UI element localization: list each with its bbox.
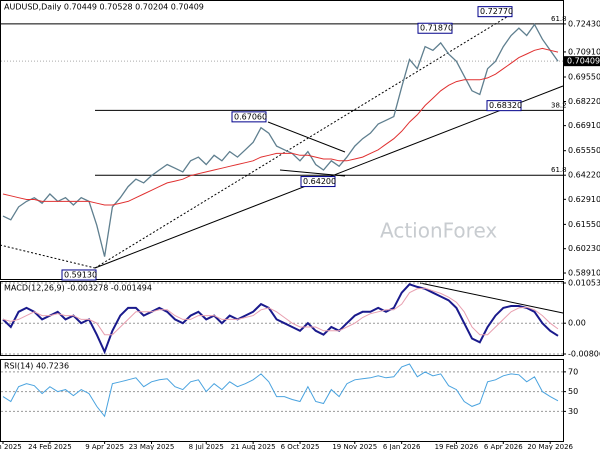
trend-line [0,244,96,269]
x-tick-label: 6 Jan 2026 [383,443,421,450]
x-tick-label: 19 Nov 2025 [332,443,377,450]
y-tick-label: 0.70910 [568,47,600,56]
y-tick-label: 0.69550 [568,72,600,81]
y-tick-label: 70 [568,367,578,376]
y-tick-label: -0.008067 [568,350,600,359]
y-tick-label: 0.66910 [568,121,600,130]
y-tick-label: 0.65550 [568,146,600,155]
y-tick-label: 0.64220 [568,171,600,180]
annotation-box [231,111,267,123]
x-tick-label: 9 Jan 2025 [0,443,22,450]
x-tick-label: 6 Apr 2026 [484,443,523,450]
rsi-panel [0,359,564,442]
series-line [2,47,559,206]
macd-title: MACD(12,26,9) -0.003278 -0.001494 [4,284,152,293]
annotation-box [61,269,97,281]
x-tick-label: 21 Aug 2025 [231,443,276,450]
watermark: ActionForex [380,219,497,243]
chart-title: AUDUSD,Daily 0.70449 0.70528 0.70204 0.7… [4,3,204,12]
annotation-label: 0.71870 [420,24,453,33]
y-tick-label: 0.010532 [568,279,600,288]
y-tick-label: 0.00 [568,319,586,328]
series-line [2,23,559,257]
annotation-label: 0.72770 [480,7,513,16]
trend-line [94,14,511,269]
annotation-label: 0.68320 [489,101,522,110]
price-panel [0,0,564,280]
series-line [2,283,559,355]
y-tick-label: 0.60230 [568,244,600,253]
macd-panel [0,281,564,356]
annotation-box [417,22,453,34]
x-tick-label: 20 May 2026 [527,443,573,450]
annotation-box [486,100,522,112]
last-price-box [564,56,600,67]
annotation-box [300,176,336,188]
level-label: 61.8 [551,15,567,23]
annotation-label: 0.64200 [303,177,336,186]
level-label: 61.8 [551,166,567,174]
y-tick-label: 30 [568,407,578,416]
x-tick-label: 23 May 2025 [129,443,175,450]
y-tick-label: 0.62910 [568,195,600,204]
y-tick-label: 0.72430 [568,19,600,28]
annotation-label: 0.59130 [64,270,97,279]
series-line [2,287,559,336]
x-tick-label: 19 Feb 2026 [435,443,479,450]
last-price-label: 0.70409 [567,57,600,66]
x-tick-label: 24 Feb 2025 [28,443,72,450]
series-line [2,363,559,418]
x-tick-label: 8 Jul 2025 [189,443,224,450]
annotation-label: 0.67060 [234,112,267,121]
level-label: 38.2 [551,101,567,109]
y-tick-label: 0.58910 [568,269,600,278]
trend-line [267,121,346,153]
annotation-box [477,6,513,18]
rsi-title: RSI(14) 40.7236 [4,362,69,371]
x-tick-label: 9 Apr 2025 [85,443,124,450]
y-tick-label: 0.61550 [568,220,600,229]
x-tick-label: 6 Oct 2025 [281,443,320,450]
y-tick-label: 50 [568,387,578,396]
y-tick-label: 0.68220 [568,97,600,106]
trend-line [419,282,564,314]
